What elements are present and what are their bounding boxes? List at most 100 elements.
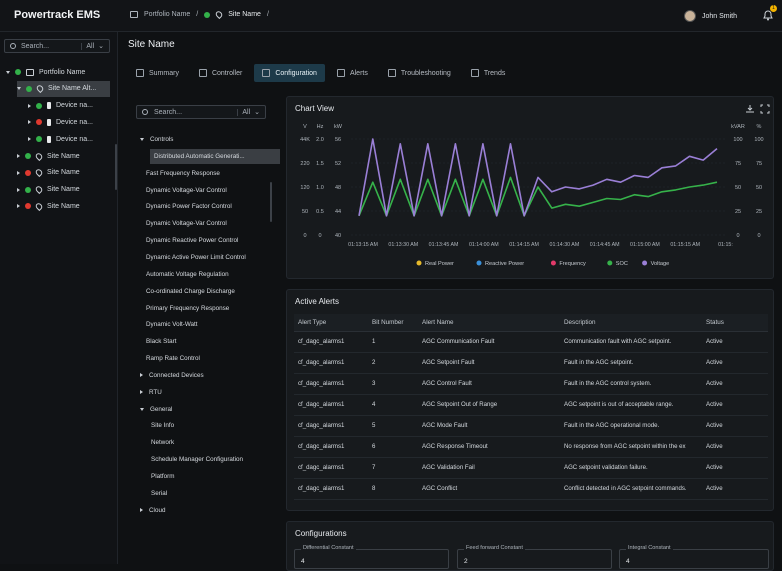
x-tick-label: 01:14:30 AM <box>550 242 580 248</box>
table-row[interactable]: cf_dagc_alarms1 4 AGC Setpoint Out of Rang… <box>294 394 768 416</box>
legend-swatch <box>642 260 648 266</box>
config-tree-item[interactable]: Dynamic Power Factor Control <box>146 199 232 214</box>
config-tree-item[interactable]: Co-ordinated Charge Discharge <box>146 284 235 299</box>
config-tree-item[interactable]: Distributed Automatic Generati... <box>150 148 280 164</box>
tab-troubleshooting[interactable]: Troubleshooting <box>380 64 459 82</box>
column-header[interactable]: Alert Name <box>418 314 560 332</box>
tab-configuration[interactable]: Configuration <box>254 64 325 82</box>
config-field[interactable]: Differential Constant 4 <box>294 545 449 569</box>
config-tree-item[interactable]: Network <box>151 435 174 450</box>
chevron-right-icon[interactable] <box>17 170 20 175</box>
config-search-input[interactable]: Search... <box>154 108 183 116</box>
tree-item[interactable]: Portfolio Name <box>6 64 85 80</box>
field-value[interactable]: 2 <box>464 558 468 565</box>
user-menu[interactable]: John Smith <box>684 10 737 22</box>
chevron-right-icon[interactable] <box>17 154 20 158</box>
page-title: Site Name <box>128 39 175 50</box>
tree-group[interactable]: RTU <box>140 385 162 400</box>
search-input[interactable]: Search... <box>21 42 50 50</box>
tree-group[interactable]: Cloud <box>140 503 165 518</box>
config-tree-item[interactable]: Ramp Rate Control <box>146 351 200 366</box>
config-field[interactable]: Integral Constant 4 <box>619 545 769 569</box>
table-row[interactable]: cf_dagc_alarms1 2 AGC Setpoint Fault Fault … <box>294 352 768 374</box>
device-icon <box>47 118 51 126</box>
filter-select[interactable]: All <box>81 42 94 50</box>
field-value[interactable]: 4 <box>301 558 305 565</box>
tree-item[interactable]: Site Name <box>17 165 80 181</box>
chevron-down-icon[interactable] <box>6 70 10 74</box>
legend-label[interactable]: SOC <box>616 261 628 267</box>
breadcrumb-site[interactable]: Site Name <box>228 11 261 18</box>
table-cell: AGC setpoint is out of acceptable range. <box>560 394 702 416</box>
notification-bell-icon[interactable]: 1 <box>762 5 777 21</box>
config-tree-item[interactable]: Fast Frequency Response <box>146 166 220 181</box>
tree-item[interactable]: Site Name <box>17 198 80 214</box>
config-tree-item[interactable]: Dynamic Voltage-Var Control <box>146 183 227 198</box>
table-row[interactable]: cf_dagc_alarms1 7 AGC Validation Fail AGC s… <box>294 457 768 479</box>
chevron-right-icon[interactable] <box>140 373 143 378</box>
tree-item[interactable]: Device na... <box>28 131 93 147</box>
table-row[interactable]: cf_dagc_alarms1 8 AGC Conflict Conflict det… <box>294 478 768 500</box>
tab-controller[interactable]: Controller <box>191 64 250 82</box>
column-header[interactable]: Bit Number <box>368 314 418 332</box>
download-icon[interactable] <box>745 104 755 114</box>
navigator-search[interactable]: Search... All ⌄ <box>4 39 110 53</box>
column-header[interactable]: Status <box>702 314 768 332</box>
breadcrumb-portfolio[interactable]: Portfolio Name <box>144 11 191 18</box>
chevron-right-icon[interactable] <box>140 508 143 513</box>
tab-alerts[interactable]: Alerts <box>329 64 376 82</box>
tree-item[interactable]: Device na... <box>28 98 93 114</box>
pin-icon <box>214 9 224 20</box>
chevron-right-icon[interactable] <box>28 120 31 125</box>
config-field[interactable]: Feed forward Constant 2 <box>457 545 612 569</box>
config-tree-item[interactable]: Primary Frequency Response <box>146 301 229 316</box>
table-row[interactable]: cf_dagc_alarms1 3 AGC Control Fault Fault i… <box>294 373 768 395</box>
config-tree-item[interactable]: Schedule Manager Configuration <box>151 452 243 467</box>
tree-item[interactable]: Site Name <box>17 182 80 198</box>
config-tree-item[interactable]: Platform <box>151 469 174 484</box>
legend-label[interactable]: Frequency <box>559 261 586 267</box>
tree-group[interactable]: Connected Devices <box>140 368 204 383</box>
column-header[interactable]: Alert Type <box>294 314 368 332</box>
fullscreen-icon[interactable] <box>760 104 770 114</box>
config-tree-item[interactable]: Dynamic Voltage-Var Control <box>146 216 227 231</box>
chevron-down-icon[interactable] <box>17 87 21 91</box>
chevron-right-icon[interactable] <box>17 187 20 192</box>
config-tree-item[interactable]: Site Info <box>151 418 174 433</box>
tree-group[interactable]: Controls <box>140 132 173 147</box>
tree-item-label: Device na... <box>56 135 93 143</box>
column-header[interactable]: Description <box>560 314 702 332</box>
config-tree-item[interactable]: Dynamic Reactive Power Control <box>146 233 238 248</box>
scrollbar[interactable] <box>270 182 272 222</box>
chevron-down-icon[interactable] <box>140 407 144 411</box>
chevron-right-icon[interactable] <box>17 204 20 209</box>
table-row[interactable]: cf_dagc_alarms1 5 AGC Mode Fault Fault in t… <box>294 415 768 437</box>
tree-group[interactable]: General <box>140 402 172 417</box>
config-tree-item[interactable]: Serial <box>151 486 167 501</box>
table-cell: 3 <box>368 373 418 395</box>
field-value[interactable]: 4 <box>626 558 630 565</box>
tree-item[interactable]: Device na... <box>28 114 93 130</box>
table-cell: Fault in the AGC control system. <box>560 373 702 395</box>
scrollbar[interactable] <box>115 144 117 190</box>
config-search[interactable]: Search... All ⌄ <box>136 105 266 119</box>
config-tree-item[interactable]: Dynamic Active Power Limit Control <box>146 250 246 265</box>
legend-label[interactable]: Reactive Power <box>485 261 524 267</box>
chevron-down-icon[interactable] <box>140 138 144 141</box>
legend-label[interactable]: Voltage <box>651 261 670 267</box>
config-tree-item[interactable]: Automatic Voltage Regulation <box>146 267 229 282</box>
tree-item[interactable]: Site Name Alt... <box>17 80 110 97</box>
chevron-right-icon[interactable] <box>140 390 143 395</box>
config-tree-item[interactable]: Black Start <box>146 334 176 349</box>
config-filter-select[interactable]: All <box>237 108 250 116</box>
table-row[interactable]: cf_dagc_alarms1 6 AGC Response Timeout No r… <box>294 436 768 458</box>
legend-label[interactable]: Real Power <box>425 261 454 267</box>
chevron-right-icon[interactable] <box>28 137 31 142</box>
app-brand[interactable]: Powertrack EMS <box>14 9 101 21</box>
config-tree-item[interactable]: Dynamic Volt-Watt <box>146 317 198 332</box>
tree-item[interactable]: Site Name <box>17 148 80 164</box>
chevron-right-icon[interactable] <box>28 103 31 108</box>
table-row[interactable]: cf_dagc_alarms1 1 AGC Communication Fault C… <box>294 331 768 353</box>
tab-trends[interactable]: Trends <box>463 64 514 82</box>
tab-summary[interactable]: Summary <box>128 64 187 82</box>
